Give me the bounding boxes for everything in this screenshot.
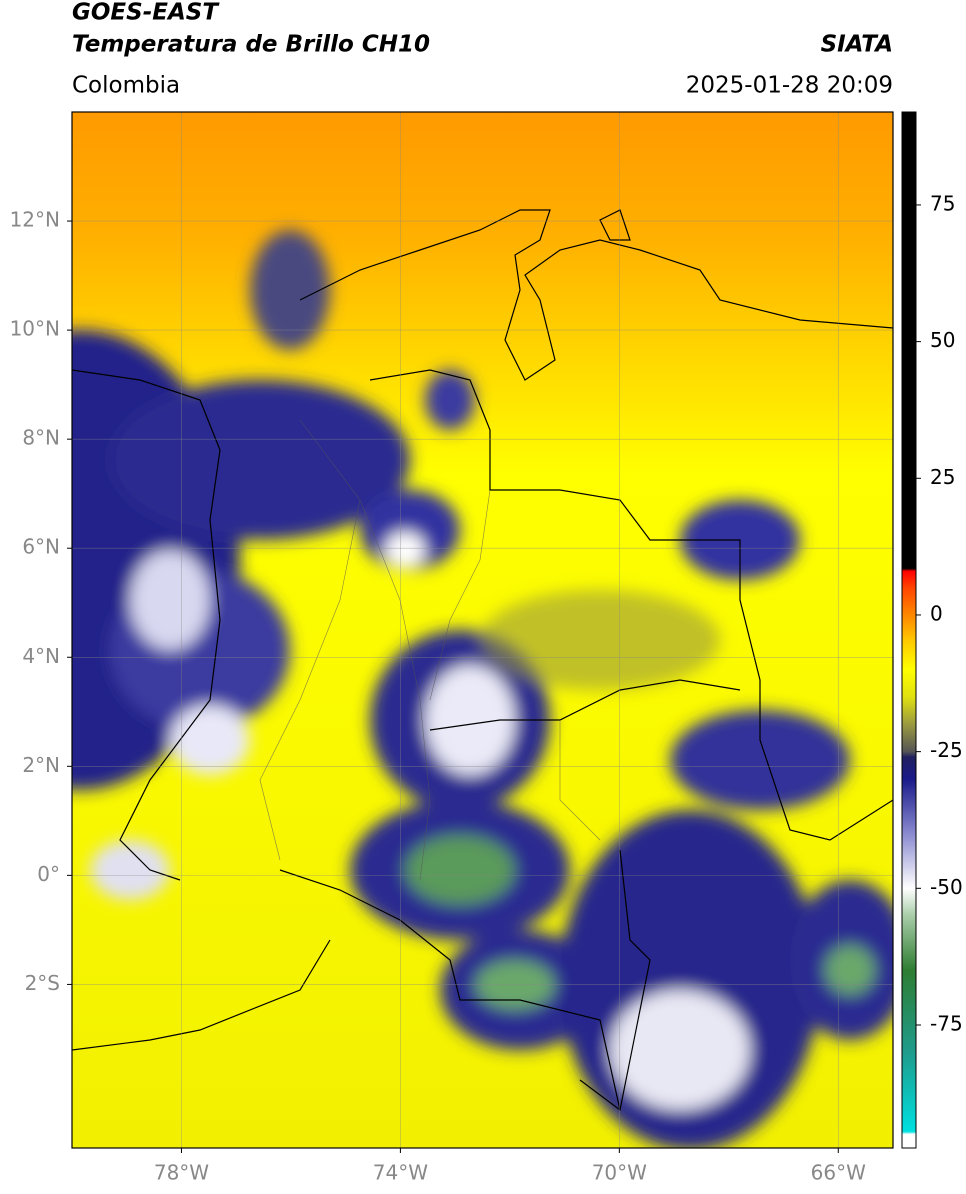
- colorbar: [901, 111, 917, 1149]
- y-tick-label: 10°N: [10, 317, 60, 341]
- y-tick-label: 2°S: [25, 971, 60, 995]
- y-tick-label: 4°N: [22, 644, 60, 668]
- colorbar-tick-label: -50: [930, 875, 963, 899]
- region: Colombia: [72, 73, 180, 99]
- map-image: [72, 112, 893, 1148]
- y-tick-label: 2°N: [22, 753, 60, 777]
- x-tick-label: 74°W: [373, 1161, 428, 1185]
- colorbar-tick-label: -25: [930, 738, 963, 762]
- y-tick-label: 12°N: [10, 208, 60, 232]
- grid: [72, 112, 893, 1148]
- subtitle: Temperatura de Brillo CH10: [72, 32, 430, 58]
- colorbar-tick-label: 0: [930, 601, 943, 625]
- departments: [259, 419, 601, 881]
- y-tick-label: 6°N: [22, 535, 60, 559]
- y-tick-label: 0°: [37, 862, 60, 886]
- map-frame: [71, 111, 894, 1149]
- x-tick-label: 66°W: [811, 1161, 866, 1185]
- x-tick-label: 78°W: [154, 1161, 209, 1185]
- clouds: [72, 230, 893, 1148]
- borders: [72, 209, 893, 1112]
- axes: 78°W 74°W 70°W 66°W 12°N 10°N 8°N 6°N 4°N 2°N 0° 2°…: [10, 191, 963, 1184]
- x-tick-label: 70°W: [592, 1161, 647, 1185]
- colorbar-tick-label: 25: [930, 465, 955, 489]
- colorbar-tick-label: 75: [930, 191, 955, 215]
- source: SIATA: [821, 32, 893, 58]
- title: GOES-EAST: [72, 0, 220, 26]
- y-tick-label: 8°N: [22, 426, 60, 450]
- datetime: 2025-01-28 20:09: [686, 73, 893, 99]
- colorbar-tick-label: 50: [930, 328, 955, 352]
- colorbar-tick-label: -75: [930, 1011, 963, 1035]
